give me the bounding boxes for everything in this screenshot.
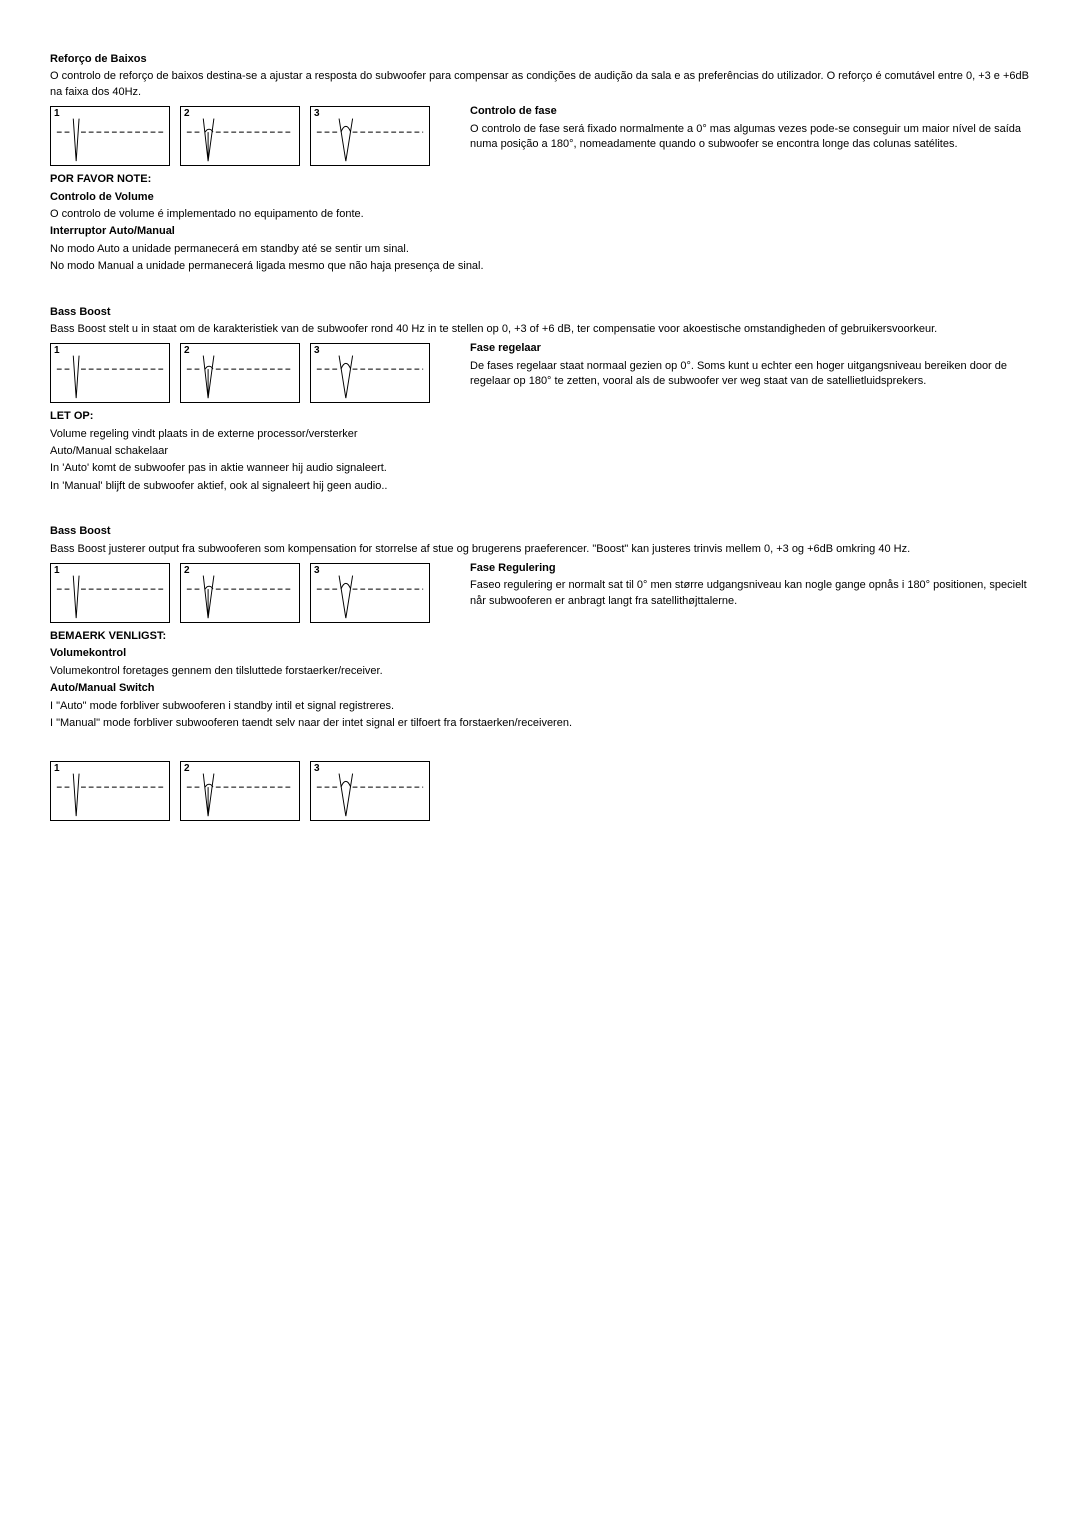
- diagram-col: 123: [50, 339, 450, 407]
- waveform-icon: [181, 344, 299, 402]
- waveform-icon: [51, 762, 169, 820]
- phase-title: Fase Regulering: [470, 561, 1030, 576]
- vol-title: Controlo de Volume: [50, 190, 1030, 205]
- phase-title: Fase regelaar: [470, 341, 1030, 356]
- waveform-icon: [51, 107, 169, 165]
- note-heading: LET OP:: [50, 409, 1030, 424]
- diagram-row-2: 123: [50, 343, 450, 403]
- intro-text: O controlo de reforço de baixos destina-…: [50, 69, 1030, 100]
- diagram-col: 123: [50, 102, 450, 170]
- line4: In 'Manual' blijft de subwoofer aktief, …: [50, 479, 1030, 494]
- section-portuguese: Reforço de Baixos O controlo de reforço …: [50, 52, 1030, 275]
- vol-title: Volumekontrol: [50, 646, 1030, 661]
- line1: Volume regeling vindt plaats in de exter…: [50, 427, 1030, 442]
- waveform-icon: [311, 344, 429, 402]
- diagram-box: 1: [50, 343, 170, 403]
- waveform-icon: [311, 762, 429, 820]
- diagram-row-4: 123: [50, 761, 1030, 821]
- note-heading: POR FAVOR NOTE:: [50, 172, 1030, 187]
- diagram-box: 1: [50, 761, 170, 821]
- heading-reforco: Reforço de Baixos: [50, 52, 1030, 67]
- waveform-icon: [51, 344, 169, 402]
- auto-title: Interruptor Auto/Manual: [50, 224, 1030, 239]
- section-danish: Bass Boost Bass Boost justerer output fr…: [50, 524, 1030, 731]
- diagram-box: 2: [180, 343, 300, 403]
- diagram-and-phase-row: 123 Controlo de fase O controlo de fase …: [50, 102, 1030, 170]
- waveform-icon: [181, 564, 299, 622]
- phase-col: Fase regelaar De fases regelaar staat no…: [470, 339, 1030, 391]
- line2: Auto/Manual schakelaar: [50, 444, 1030, 459]
- diagram-row-1: 123: [50, 106, 450, 166]
- phase-text: De fases regelaar staat normaal gezien o…: [470, 359, 1030, 390]
- auto-line1: No modo Auto a unidade permanecerá em st…: [50, 242, 1030, 257]
- phase-title: Controlo de fase: [470, 104, 1030, 119]
- diagram-box: 3: [310, 761, 430, 821]
- waveform-icon: [181, 107, 299, 165]
- vol-text: O controlo de volume é implementado no e…: [50, 207, 1030, 222]
- auto-line2: No modo Manual a unidade permanecerá lig…: [50, 259, 1030, 274]
- auto-title: Auto/Manual Switch: [50, 681, 1030, 696]
- heading-bassboost-dk: Bass Boost: [50, 524, 1030, 539]
- diagram-box: 2: [180, 106, 300, 166]
- phase-text: Faseo regulering er normalt sat til 0° m…: [470, 578, 1030, 609]
- waveform-icon: [51, 564, 169, 622]
- diagram-box: 1: [50, 106, 170, 166]
- phase-col: Fase Regulering Faseo regulering er norm…: [470, 559, 1030, 611]
- diagram-box: 2: [180, 563, 300, 623]
- waveform-icon: [181, 762, 299, 820]
- diagram-row-3: 123: [50, 563, 450, 623]
- diagram-and-phase-row: 123 Fase Regulering Faseo regulering er …: [50, 559, 1030, 627]
- diagram-and-phase-row: 123 Fase regelaar De fases regelaar staa…: [50, 339, 1030, 407]
- diagram-box: 3: [310, 106, 430, 166]
- diagram-col: 123: [50, 559, 450, 627]
- diagram-box: 3: [310, 343, 430, 403]
- vol-text: Volumekontrol foretages gennem den tilsl…: [50, 664, 1030, 679]
- diagram-box: 1: [50, 563, 170, 623]
- auto-line1: I "Auto" mode forbliver subwooferen i st…: [50, 699, 1030, 714]
- phase-col: Controlo de fase O controlo de fase será…: [470, 102, 1030, 154]
- section-extra-diagrams: 123: [50, 761, 1030, 821]
- diagram-box: 3: [310, 563, 430, 623]
- section-dutch: Bass Boost Bass Boost stelt u in staat o…: [50, 305, 1030, 495]
- intro-text: Bass Boost stelt u in staat om de karakt…: [50, 322, 1030, 337]
- diagram-box: 2: [180, 761, 300, 821]
- waveform-icon: [311, 564, 429, 622]
- heading-bassboost-nl: Bass Boost: [50, 305, 1030, 320]
- auto-line2: I "Manual" mode forbliver subwooferen ta…: [50, 716, 1030, 731]
- waveform-icon: [311, 107, 429, 165]
- note-heading: BEMAERK VENLIGST:: [50, 629, 1030, 644]
- line3: In 'Auto' komt de subwoofer pas in aktie…: [50, 461, 1030, 476]
- phase-text: O controlo de fase será fixado normalmen…: [470, 122, 1030, 153]
- intro-text: Bass Boost justerer output fra subwoofer…: [50, 542, 1030, 557]
